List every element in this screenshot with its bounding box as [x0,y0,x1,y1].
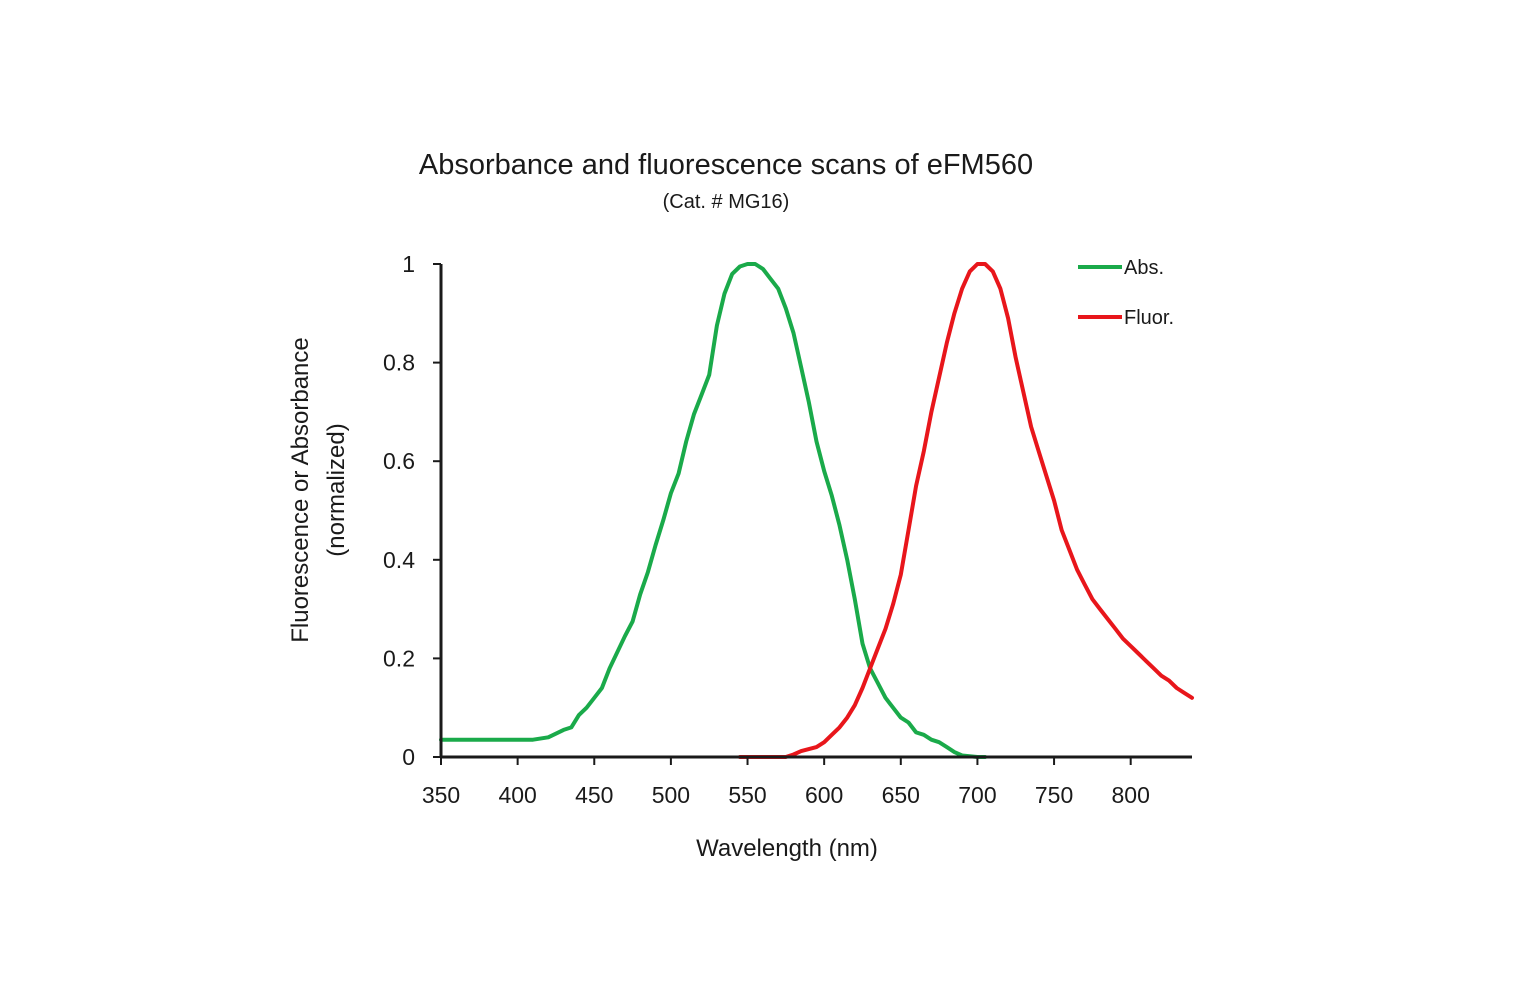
y-tick-label: 0.8 [383,350,415,376]
x-tick-label: 600 [805,782,843,808]
y-axis-title: Fluorescence or Absorbance (normalized) [287,337,350,643]
x-tick-label: 800 [1112,782,1150,808]
chart-subtitle: (Cat. # MG16) [663,191,790,213]
y-axis-title-line1: Fluorescence or Absorbance [287,337,314,643]
legend-item-abs: Abs. [1078,257,1164,279]
series-layer [439,262,1194,759]
x-axis-title: Wavelength (nm) [696,835,878,862]
y-tick-label: 0.2 [383,645,415,671]
y-tick-label: 1 [402,251,415,277]
y-tick-label: 0.4 [383,547,415,573]
legend-label: Fluor. [1124,307,1174,329]
chart-title: Absorbance and fluorescence scans of eFM… [419,149,1033,181]
x-tick-label: 500 [652,782,690,808]
y-ticks: 0 0.2 0.4 0.6 0.8 1 [383,251,441,770]
y-tick-label: 0.6 [383,448,415,474]
legend: Abs. Fluor. [1078,257,1174,329]
x-tick-label: 450 [575,782,613,808]
x-tick-label: 550 [728,782,766,808]
y-tick-label: 0 [402,744,415,770]
y-axis-title-line2: (normalized) [323,423,350,556]
x-tick-label: 650 [882,782,920,808]
x-tick-label: 750 [1035,782,1073,808]
plot-area: 0 0.2 0.4 0.6 0.8 1 350 400 450 500 550 600 650 700 7… [383,251,1194,808]
x-tick-label: 400 [498,782,536,808]
x-tick-label: 350 [422,782,460,808]
series-line-abs [439,262,988,759]
x-tick-label: 700 [958,782,996,808]
legend-label: Abs. [1124,257,1164,279]
legend-item-fluor: Fluor. [1078,307,1174,329]
series-line-fluor [737,262,1194,759]
x-ticks: 350 400 450 500 550 600 650 700 750 800 [422,757,1150,808]
